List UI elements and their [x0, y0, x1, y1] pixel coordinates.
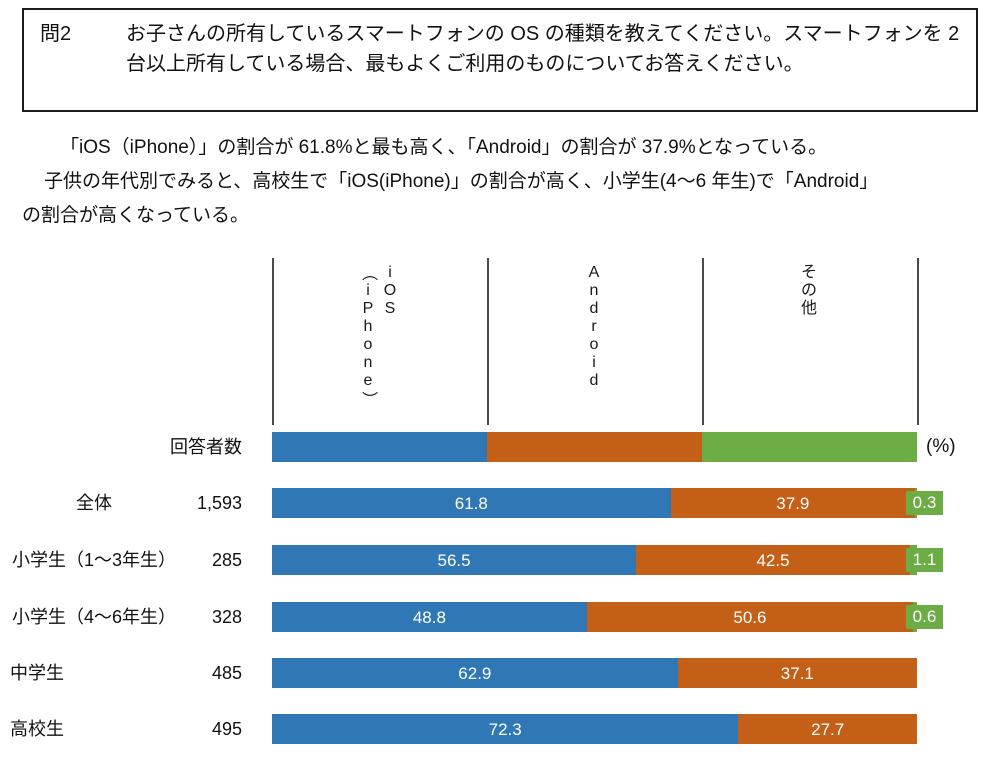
segment-value-label: 62.9	[458, 663, 492, 683]
legend-char: h	[363, 318, 373, 335]
question-box: 問2 お子さんの所有しているスマートフォンの OS の種類を教えてください。スマ…	[22, 8, 978, 112]
bar-segment-ios: 62.9	[272, 658, 678, 688]
gridline	[272, 258, 274, 425]
count-value: 328	[211, 607, 242, 627]
chart-row: 小学生（1～3年生） 285 56.5 42.5 1.1	[0, 545, 1000, 575]
category-label: 中学生	[10, 663, 64, 683]
legend-char: i	[366, 282, 370, 299]
segment-value-label: 56.5	[437, 550, 471, 570]
bar-segment-android: 42.5	[636, 545, 910, 575]
bar-segment-ios: 56.5	[272, 545, 637, 575]
stacked-bar: 62.9 37.1	[272, 658, 917, 688]
legend-text-column: その他	[800, 264, 818, 318]
question-text: お子さんの所有しているスマートフォンの OS の種類を教えてください。スマートフ…	[126, 23, 960, 75]
legend-char: n	[589, 282, 599, 299]
count-value: 495	[211, 719, 242, 739]
legend-char: d	[589, 372, 599, 389]
summary-line: の割合が高くなっている。	[22, 205, 250, 226]
stacked-bar: 48.8 50.6 0.6	[272, 602, 943, 632]
legend-char: i	[592, 354, 596, 371]
category-label: 小学生（1～3年生）	[11, 550, 177, 570]
segment-value-label: 42.5	[756, 550, 790, 570]
gridline	[917, 258, 919, 425]
stacked-bar: 72.3 27.7	[272, 714, 917, 744]
gridline	[702, 258, 704, 425]
segment-value-label: 50.6	[733, 607, 767, 627]
bar-segment-android: 37.9	[670, 488, 916, 518]
legend-char: o	[589, 336, 599, 353]
gridline	[487, 258, 489, 425]
legend-color-bar	[272, 432, 917, 462]
bar-segment-android: 37.1	[677, 658, 917, 688]
legend-char: i	[388, 264, 392, 281]
segment-value-label: 72.3	[488, 719, 522, 739]
category-label: 全体	[76, 493, 112, 513]
segment-value-label: 27.7	[811, 719, 845, 739]
legend-char: r	[591, 318, 597, 335]
count-value: 285	[211, 550, 242, 570]
category-label: 小学生（4～6年生）	[11, 607, 177, 627]
legend-char: 他	[800, 300, 817, 317]
legend-char: （	[360, 264, 377, 281]
legend-char: の	[800, 282, 817, 299]
chart-row: 全体 1,593 61.8 37.9 0.3	[0, 488, 1000, 518]
summary-line: 子供の年代別でみると、高校生で「iOS(iPhone)」の割合が高く、小学生(4…	[44, 171, 879, 192]
legend-char: ）	[360, 390, 377, 407]
segment-value-label: 37.1	[780, 663, 814, 683]
stacked-bar: 56.5 42.5 1.1	[272, 545, 943, 575]
other-value-badge: 1.1	[906, 548, 943, 572]
bar-segment-android: 50.6	[586, 602, 914, 632]
question-number: 問2	[40, 23, 72, 45]
bar-segment-ios: 61.8	[272, 488, 671, 518]
legend-char: P	[362, 300, 374, 317]
percent-unit-label: (%)	[926, 436, 956, 457]
legend-char: A	[588, 264, 600, 281]
count-value: 485	[211, 663, 242, 683]
stacked-bar: 61.8 37.9 0.3	[272, 488, 943, 518]
legend-swatch-android	[487, 432, 702, 462]
bar-segment-ios: 48.8	[272, 602, 587, 632]
segment-value-label: 37.9	[776, 493, 810, 513]
legend-char: そ	[800, 264, 817, 281]
legend-label-other: その他	[800, 264, 818, 318]
legend-swatch-other	[702, 432, 917, 462]
chart-row: 中学生 485 62.9 37.1	[0, 658, 1000, 688]
category-label: 高校生	[10, 719, 64, 739]
legend-char: O	[383, 282, 397, 299]
legend-char: e	[363, 372, 373, 389]
segment-value-label: 48.8	[412, 607, 446, 627]
chart-row: 高校生 495 72.3 27.7	[0, 714, 1000, 744]
legend-char: S	[384, 300, 396, 317]
legend-char: n	[363, 354, 373, 371]
other-value-badge: 0.6	[906, 605, 943, 629]
legend-char: o	[363, 336, 373, 353]
bar-segment-android: 27.7	[738, 714, 917, 744]
respondent-count-header: 回答者数	[170, 437, 242, 457]
count-value: 1,593	[196, 493, 242, 513]
chart-row: 小学生（4～6年生） 328 48.8 50.6 0.6	[0, 602, 1000, 632]
other-value-badge: 0.3	[906, 491, 943, 515]
legend-swatch-ios	[272, 432, 487, 462]
segment-value-label: 61.8	[454, 493, 488, 513]
bar-segment-ios: 72.3	[272, 714, 739, 744]
legend-char: d	[589, 300, 599, 317]
summary-line: 「iOS（iPhone）」の割合が 61.8%と最も高く、「Android」の割…	[60, 137, 828, 158]
summary-paragraph: 「iOS（iPhone）」の割合が 61.8%と最も高く、「Android」の割…	[22, 131, 978, 233]
